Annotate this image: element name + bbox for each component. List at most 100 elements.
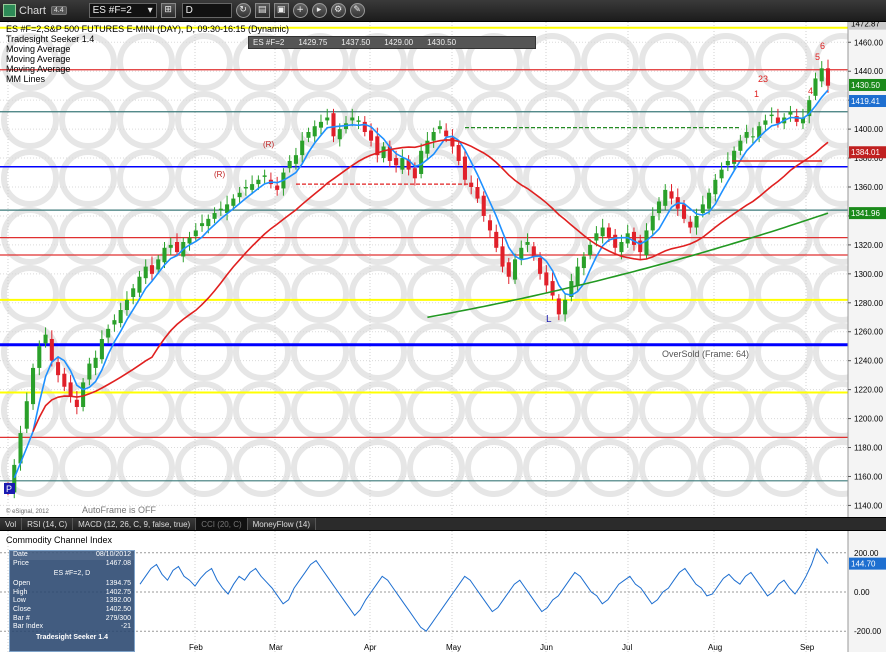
quote-close: 1430.50 (427, 38, 457, 47)
candle-body (43, 334, 48, 344)
tab-rsi[interactable]: RSI (14, C) (22, 518, 74, 530)
tab-moneyflow[interactable]: MoneyFlow (14) (247, 518, 316, 530)
candle-body (606, 227, 611, 238)
candle-body (638, 240, 643, 253)
study-label: Tradesight Seeker 1.4 (6, 34, 95, 44)
symbol-lookup-button[interactable]: ⊞ (160, 3, 176, 18)
cci-pane[interactable]: 200.00 0.00 -200.00 144.70 Feb Mar Apr May Jun Ju… (0, 531, 886, 652)
data-window[interactable]: Date 08/10/2012 Price 1467.08 ES #F=2, D… (9, 550, 135, 652)
price-chart[interactable]: L P (R) (R) 65 4 23 1 1140.00 1160.00 1180.00 1200.… (0, 22, 886, 517)
tab-vol[interactable]: Vol (0, 518, 23, 530)
symbol-input[interactable]: ES #F=2 ▾ (88, 3, 157, 18)
background-circle (291, 381, 349, 439)
background-circle (755, 149, 813, 207)
background-circle (697, 91, 755, 149)
candle-body (531, 246, 536, 257)
background-circle (1, 439, 59, 497)
x-tick-label: Apr (364, 643, 377, 652)
background-circle (465, 265, 523, 323)
seeker-count-label: 1 (754, 89, 759, 99)
candle-body (419, 150, 424, 174)
background-circle (697, 207, 755, 265)
tab-cci[interactable]: CCI (20, C) (196, 518, 248, 530)
x-tick-label: Feb (189, 643, 203, 652)
candle-body (306, 132, 311, 138)
background-circle (639, 323, 697, 381)
dw-value: 1402.50 (105, 605, 131, 613)
background-circle (59, 33, 117, 91)
candle-body (31, 367, 36, 405)
draw-tool-icon[interactable]: ✎ (349, 3, 365, 18)
background-circle (349, 323, 407, 381)
background-circle (59, 265, 117, 323)
background-circle (407, 149, 465, 207)
background-circle (581, 323, 639, 381)
candle-body (400, 158, 405, 170)
candle-body (18, 433, 23, 464)
background-circle (291, 265, 349, 323)
candle-body (538, 257, 543, 274)
candle-body (556, 298, 561, 315)
background-circle (581, 265, 639, 323)
candle-body (56, 362, 61, 376)
seeker-count-label: 23 (758, 74, 768, 84)
background-circle (581, 33, 639, 91)
candle-body (118, 310, 123, 324)
settings-icon[interactable]: ⚙ (330, 3, 346, 18)
candle-body (775, 117, 780, 124)
y-tick-label: 1460.00 (854, 38, 883, 47)
dw-value: -21 (120, 623, 131, 631)
template-button[interactable]: ▤ (254, 3, 270, 18)
background-circle (175, 33, 233, 91)
candle-body (394, 158, 399, 166)
candle-body (738, 140, 743, 151)
candle-body (12, 464, 17, 493)
add-study-icon[interactable]: + (292, 3, 308, 18)
background-circle (291, 207, 349, 265)
r-marker: (R) (214, 170, 225, 179)
background-circle (233, 149, 291, 207)
layout-button[interactable]: ▣ (273, 3, 289, 18)
candle-body (462, 156, 467, 180)
cci-chart[interactable]: 200.00 0.00 -200.00 144.70 Feb Mar Apr May Jun Ju… (0, 531, 886, 652)
candle-body (788, 111, 793, 115)
candle-body (24, 401, 29, 429)
y-tick-label: 1240.00 (854, 357, 883, 366)
candle-body (794, 116, 799, 122)
background-circle (1, 381, 59, 439)
candle-body (544, 272, 549, 286)
candle-body (588, 244, 593, 256)
background-circle (117, 33, 175, 91)
background-circle (465, 323, 523, 381)
play-icon[interactable]: ▸ (311, 3, 327, 18)
price-label: 1419.41 (851, 97, 880, 106)
tab-macd[interactable]: MACD (12, 26, C, 9, false, true) (73, 518, 197, 530)
candle-body (650, 215, 655, 231)
cci-tick-label: 0.00 (854, 588, 870, 597)
background-circle (175, 381, 233, 439)
dw-price-row: Price 1467.08 (10, 560, 134, 569)
candle-body (713, 179, 718, 195)
background-circle (697, 33, 755, 91)
interval-input[interactable]: D (181, 3, 232, 18)
dw-label: High (13, 588, 28, 596)
candle-body (744, 132, 749, 138)
candle-body (162, 247, 167, 263)
background-circle (581, 149, 639, 207)
background-circle (175, 149, 233, 207)
x-tick-label: May (446, 643, 461, 652)
candle-body (707, 192, 712, 209)
symbol-dropdown-icon[interactable]: ▾ (147, 5, 153, 16)
background-circle (755, 381, 813, 439)
x-tick-label: Jun (540, 643, 553, 652)
dw-row: Bar Index -21 (10, 623, 134, 632)
dw-price-value: 1467.08 (105, 559, 131, 567)
candle-body (131, 288, 136, 297)
refresh-icon[interactable]: ↻ (235, 3, 251, 18)
background-circle (117, 91, 175, 149)
background-circle (523, 323, 581, 381)
price-pane[interactable]: L P (R) (R) 6 5 4 23 1 1140.00 1160.00 1180.00 1200.… (0, 22, 886, 517)
moving-average-line (13, 89, 829, 479)
version-badge: 4.4 (50, 6, 67, 15)
background-circle (755, 91, 813, 149)
